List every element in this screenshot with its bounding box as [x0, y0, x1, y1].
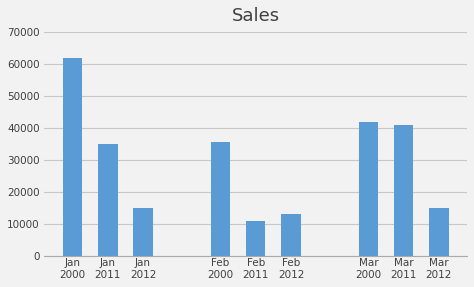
Bar — [63, 58, 82, 256]
Title: Sales: Sales — [232, 7, 280, 25]
Bar — [429, 208, 448, 256]
Bar — [133, 208, 153, 256]
Bar — [98, 144, 118, 256]
Bar — [211, 142, 230, 256]
Bar — [394, 125, 413, 256]
Bar — [359, 121, 378, 256]
Bar — [246, 220, 265, 256]
Bar — [281, 214, 301, 256]
